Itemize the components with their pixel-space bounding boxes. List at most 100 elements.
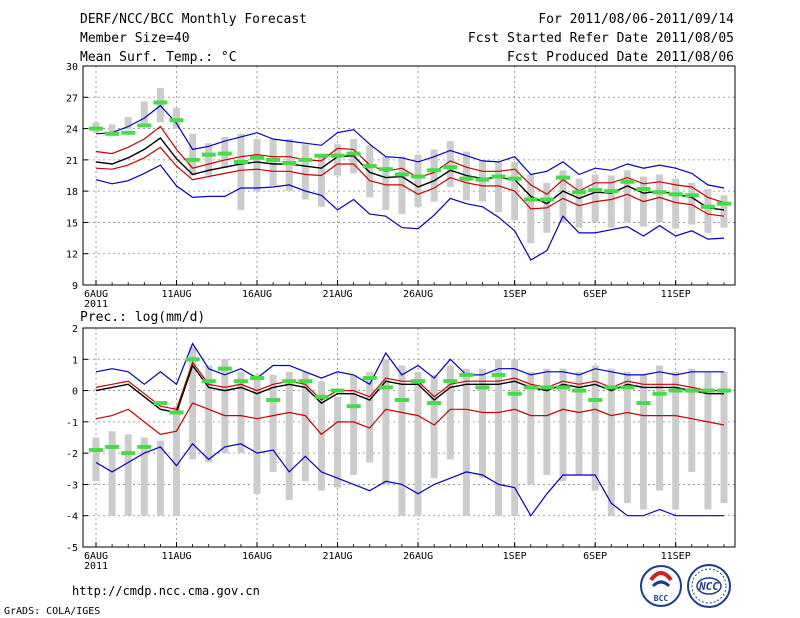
prec-median-marker	[250, 376, 265, 381]
temp-xtick-label: 11SEP	[661, 289, 691, 300]
prec-median-marker	[282, 379, 297, 384]
temp-median-marker	[201, 152, 216, 157]
temp-xtick-label: 26AUG	[403, 289, 433, 300]
temp-spread-box	[672, 178, 680, 229]
prec-median-marker	[459, 372, 474, 377]
temp-spread-box	[688, 182, 696, 225]
prec-spread-box	[414, 371, 422, 516]
prec-spread-box	[639, 374, 647, 510]
temp-median-marker	[620, 179, 635, 184]
temp-ytick-label: 15	[66, 218, 78, 229]
prec-xtick-label: 21AUG	[322, 551, 352, 562]
prec-median-marker	[298, 379, 313, 384]
temp-xtick-label: 6AUG	[84, 289, 108, 300]
temp-median-marker	[153, 100, 168, 105]
prec-min-line	[95, 442, 724, 517]
grads-credit: GrADS: COLA/IGES	[4, 606, 100, 617]
prec-spread-box	[704, 371, 712, 510]
temp-ytick-label: 30	[66, 62, 78, 73]
temp-xtick-label: 6SEP	[583, 289, 607, 300]
prec-spread-box	[478, 368, 486, 479]
temp-median-marker	[282, 160, 297, 165]
prec-median-marker	[314, 394, 329, 399]
temp-mean-line	[95, 137, 725, 211]
prec-median-marker	[539, 385, 554, 390]
prec-spread-box	[382, 359, 390, 485]
temp-ytick-label: 27	[66, 93, 78, 104]
bcc-logo: BCC	[640, 565, 682, 607]
temp-median-marker	[475, 177, 490, 182]
prec-upper-line	[95, 361, 724, 410]
prec-median-marker	[266, 397, 281, 402]
temp-ytick-label: 24	[66, 125, 78, 136]
prec-median-marker	[507, 391, 522, 396]
prec-spread-box	[398, 365, 406, 516]
temp-median-marker	[266, 157, 281, 162]
member-size-label: Member Size=40	[80, 31, 190, 46]
prec-mean-line	[95, 364, 724, 414]
prec-spread-box	[350, 374, 358, 476]
prec-median-marker	[555, 385, 570, 390]
prec-median-marker	[201, 379, 216, 384]
temp-median-marker	[346, 151, 361, 156]
prec-spread-box	[672, 371, 680, 510]
prec-median-marker	[330, 388, 345, 393]
temp-median-marker	[443, 165, 458, 170]
prec-xtick-year: 2011	[84, 561, 108, 572]
prec-spread-box	[301, 371, 309, 482]
temp-median-marker	[459, 176, 474, 181]
prec-median-marker	[233, 379, 248, 384]
temp-spread-box	[607, 175, 615, 228]
prec-median-marker	[346, 404, 361, 409]
temp-median-marker	[588, 188, 603, 193]
prec-median-marker	[668, 388, 683, 393]
temp-ytick-label: 18	[66, 187, 78, 198]
prec-median-marker	[411, 379, 426, 384]
prec-median-marker	[137, 444, 152, 449]
temp-ytick-label: 21	[66, 156, 78, 167]
prec-spread-box	[253, 374, 261, 494]
prec-spread-box	[173, 406, 181, 516]
temp-median-marker	[105, 131, 120, 136]
temp-spread-box	[301, 144, 309, 200]
ncc-logo: NCC	[687, 564, 731, 608]
temp-median-marker	[217, 151, 232, 156]
temp-spread-box	[720, 195, 728, 228]
temp-median-marker	[539, 197, 554, 202]
prec-spread-box	[543, 368, 551, 476]
temp-median-marker	[121, 130, 136, 135]
prec-ytick-label: 1	[72, 355, 78, 366]
temp-min-line	[95, 164, 725, 261]
temp-median-marker	[89, 126, 103, 131]
prec-spread-box	[591, 365, 599, 491]
prec-xtick-label: 26AUG	[403, 551, 433, 562]
temp-median-marker	[169, 118, 184, 123]
prec-spread-box	[140, 437, 148, 516]
temp-spread-box	[173, 107, 181, 129]
prec-median-marker	[523, 385, 538, 390]
temp-spread-box	[591, 174, 599, 223]
source-url[interactable]: http://cmdp.ncc.cma.gov.cn	[72, 584, 260, 598]
ncc-logo-text: NCC	[698, 580, 719, 593]
temp-lower-line	[95, 146, 725, 217]
bcc-logo-text: BCC	[654, 594, 669, 603]
temp-median-marker	[652, 190, 667, 195]
temp-median-marker	[394, 172, 409, 177]
temp-max-line	[95, 104, 725, 189]
prec-spread-box	[495, 359, 503, 516]
prec-median-marker	[153, 401, 168, 406]
temp-median-marker	[314, 153, 329, 158]
temp-xtick-year: 2011	[84, 299, 108, 310]
temp-median-marker	[507, 176, 522, 181]
prec-median-marker	[217, 366, 232, 371]
prec-plot-frame	[82, 327, 736, 548]
prec-spread-box	[334, 396, 342, 488]
prec-median-marker	[185, 357, 200, 362]
temp-spread-box	[430, 149, 438, 202]
temp-spread-box	[656, 174, 664, 223]
temp-spread-box	[237, 133, 245, 210]
temp-spread-box	[124, 117, 132, 130]
prec-ytick-label: -5	[66, 543, 78, 554]
temp-spread-box	[382, 156, 390, 210]
